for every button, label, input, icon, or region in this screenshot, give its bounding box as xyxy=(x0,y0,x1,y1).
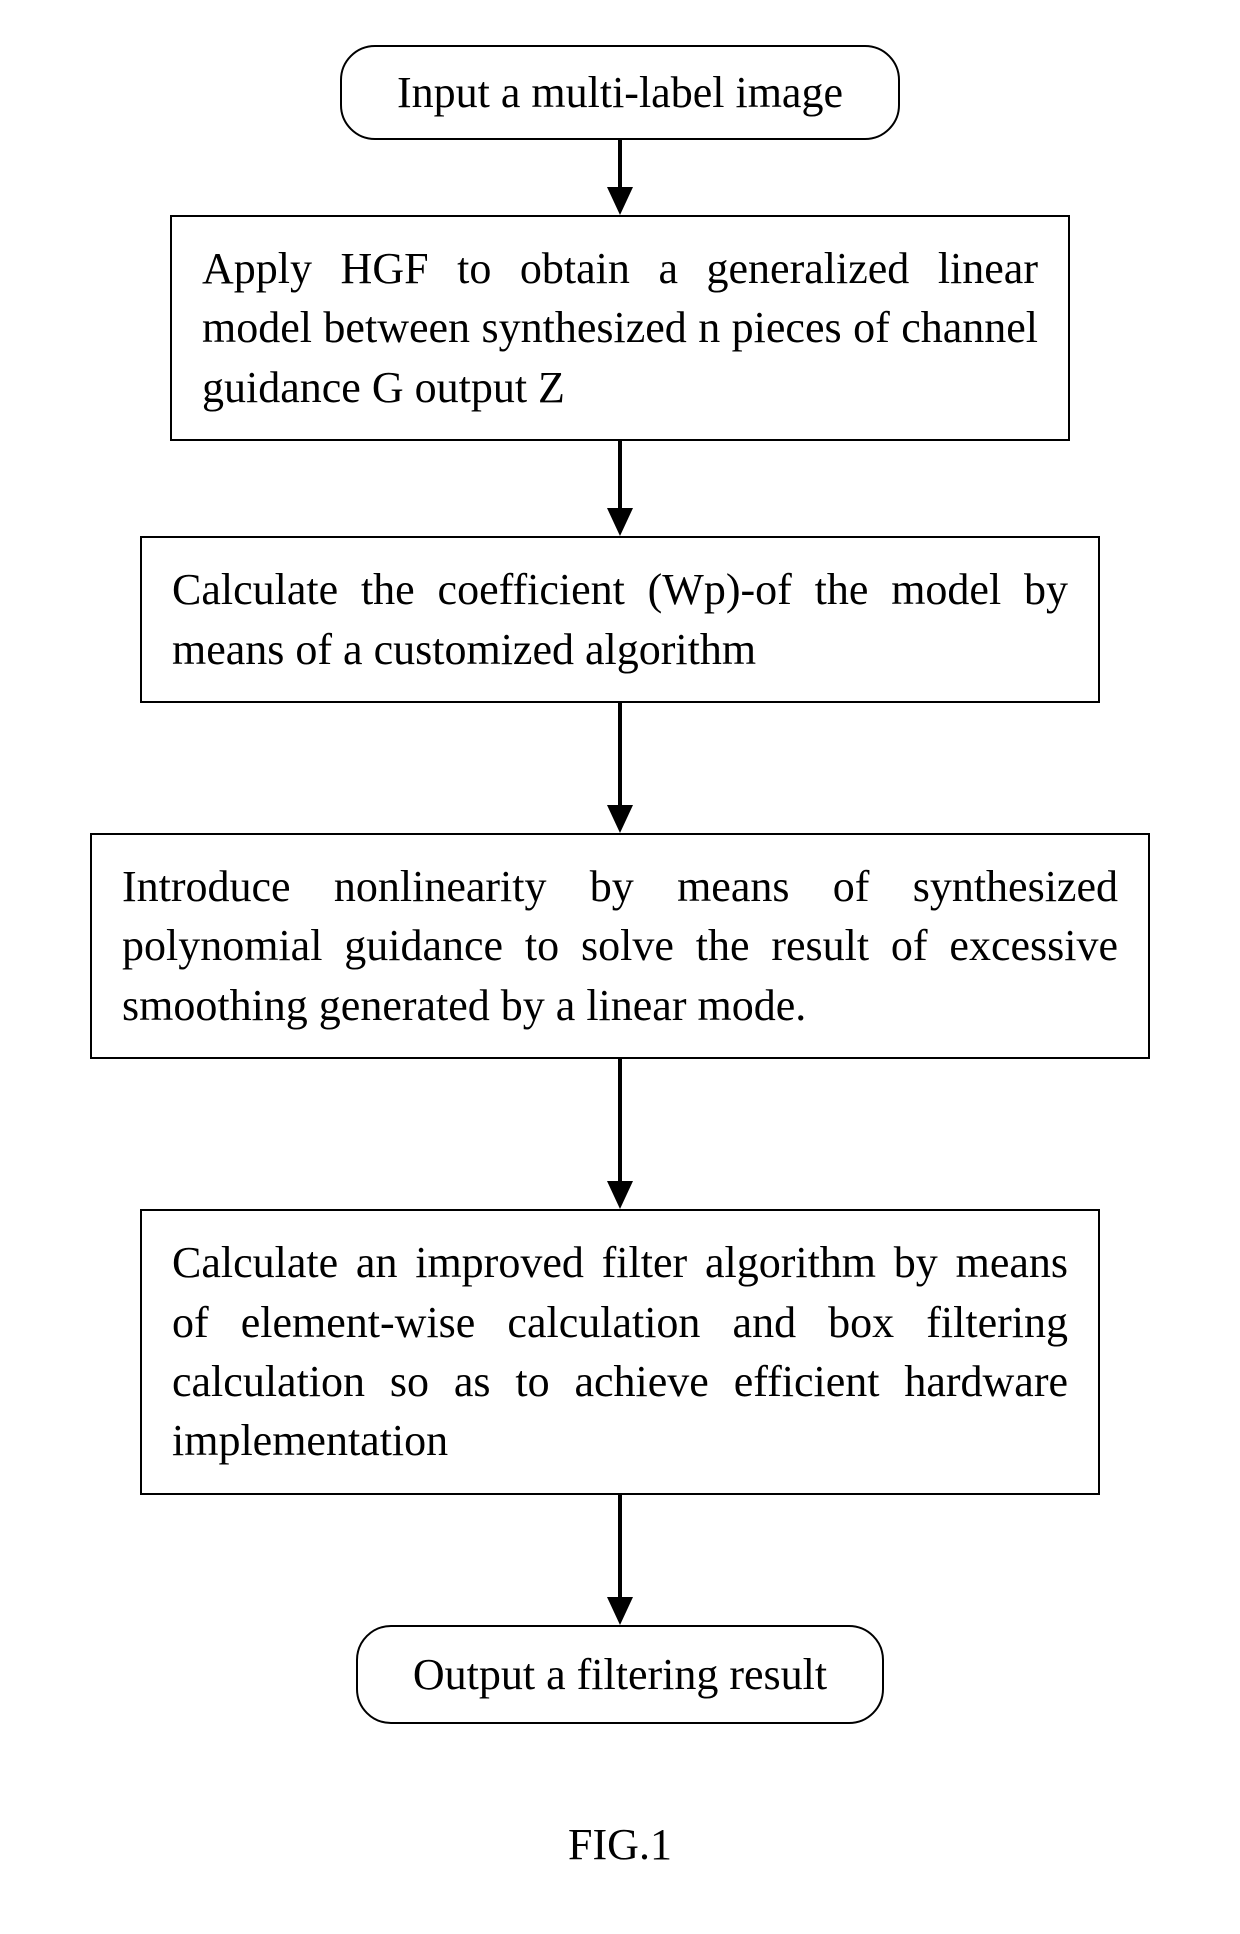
node-input-text: Input a multi-label image xyxy=(397,68,843,117)
node-hgf: Apply HGF to obtain a generalized linear… xyxy=(170,215,1070,441)
arrow-head xyxy=(607,508,633,536)
arrow-head xyxy=(607,1181,633,1209)
node-output: Output a filtering result xyxy=(356,1625,884,1724)
figure-label: FIG.1 xyxy=(568,1819,672,1870)
arrow-line xyxy=(618,1059,622,1181)
arrow-2 xyxy=(607,441,633,536)
arrow-line xyxy=(618,703,622,805)
node-coefficient: Calculate the coefficient (Wp)-of the mo… xyxy=(140,536,1100,703)
node-hgf-text: Apply HGF to obtain a generalized linear… xyxy=(202,244,1038,412)
node-coefficient-text: Calculate the coefficient (Wp)-of the mo… xyxy=(172,565,1068,673)
arrow-head xyxy=(607,1597,633,1625)
arrow-1 xyxy=(607,140,633,215)
arrow-head xyxy=(607,187,633,215)
arrow-line xyxy=(618,441,622,508)
arrow-head xyxy=(607,805,633,833)
arrow-4 xyxy=(607,1059,633,1209)
node-input: Input a multi-label image xyxy=(340,45,900,140)
arrow-3 xyxy=(607,703,633,833)
arrow-5 xyxy=(607,1495,633,1625)
node-improved-filter: Calculate an improved filter algorithm b… xyxy=(140,1209,1100,1495)
arrow-line xyxy=(618,140,622,187)
node-nonlinearity: Introduce nonlinearity by means of synth… xyxy=(90,833,1150,1059)
node-nonlinearity-text: Introduce nonlinearity by means of synth… xyxy=(122,862,1118,1030)
node-improved-filter-text: Calculate an improved filter algorithm b… xyxy=(172,1238,1068,1465)
node-output-text: Output a filtering result xyxy=(413,1650,827,1699)
flowchart-container: Input a multi-label image Apply HGF to o… xyxy=(90,45,1150,1724)
arrow-line xyxy=(618,1495,622,1597)
